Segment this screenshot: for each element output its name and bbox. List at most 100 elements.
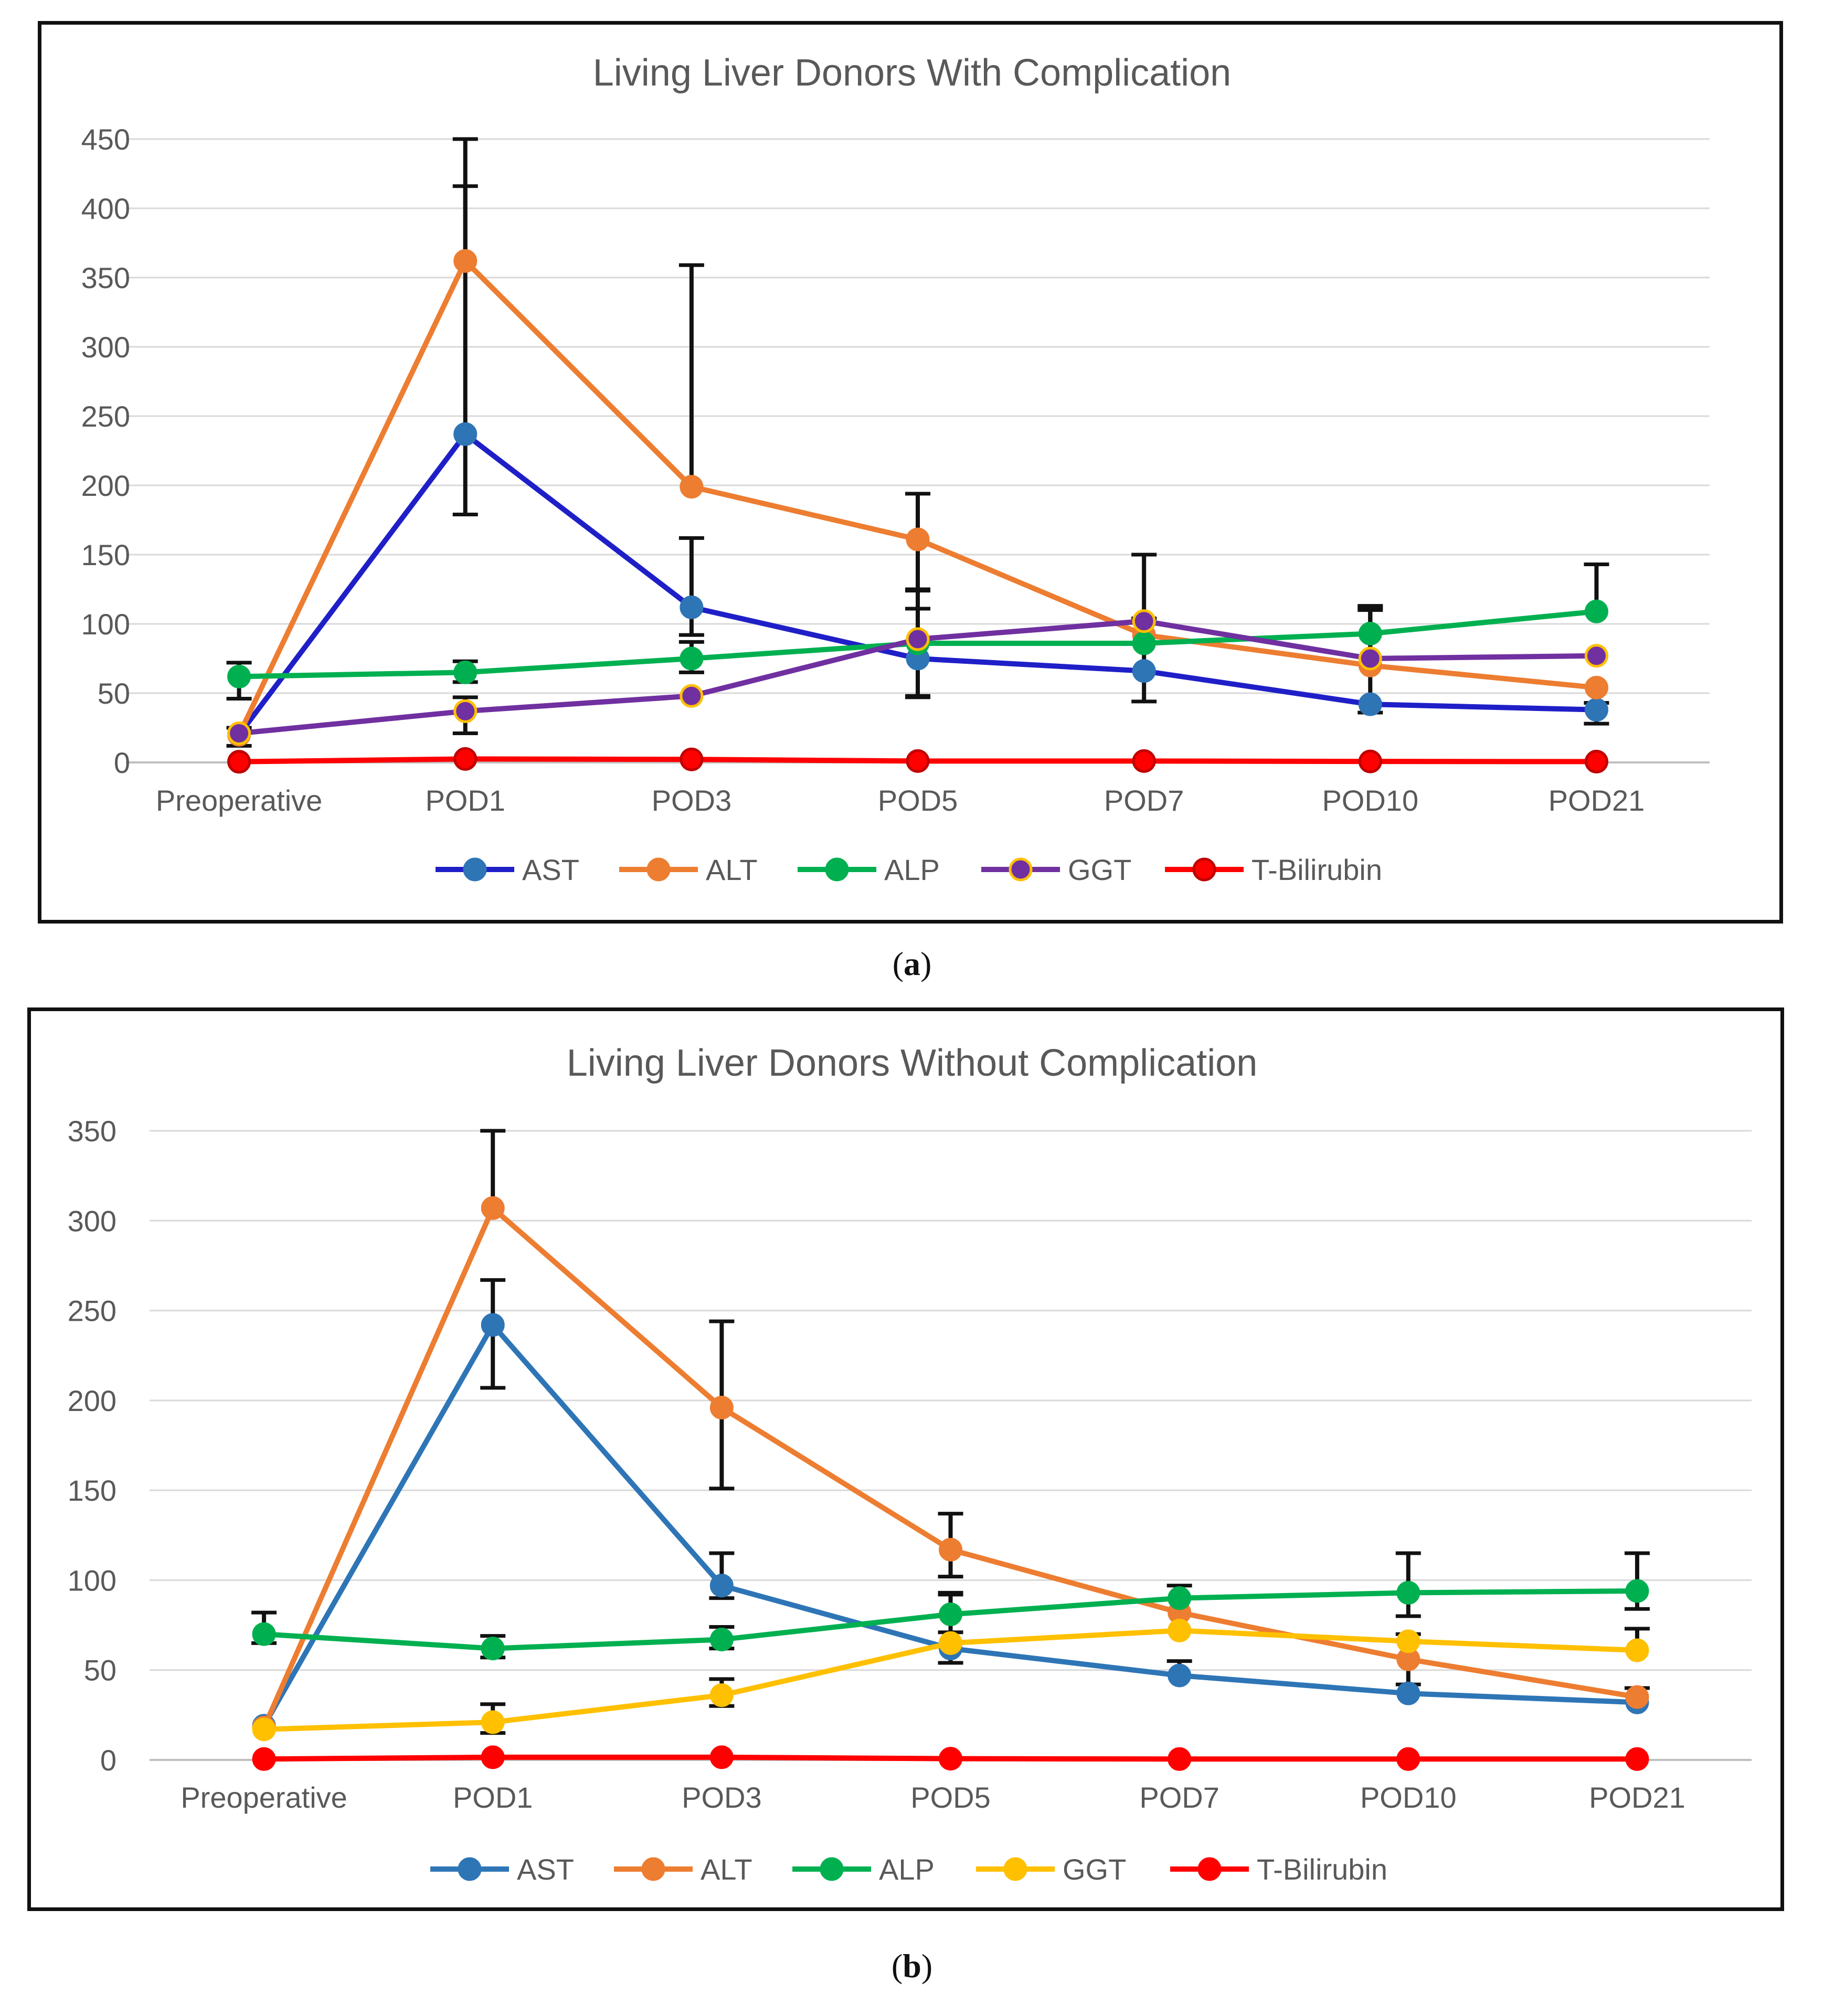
x-tick-label-a: POD1: [425, 784, 505, 817]
data-point-ast-a: [453, 422, 478, 446]
chart-title-b: Living Liver Donors Without Complication: [567, 1042, 1258, 1084]
y-tick-label-a: 50: [98, 677, 130, 710]
data-point-t-bilirubin-b: [1168, 1747, 1192, 1771]
data-point-t-bilirubin-a: [1584, 749, 1608, 773]
y-tick-label-a: 250: [81, 400, 130, 433]
y-tick-label-a: 350: [81, 261, 130, 294]
error-bars-alt-b: [480, 1129, 1650, 1697]
y-tick-label-a: 450: [81, 123, 130, 156]
data-point-t-bilirubin-b: [709, 1745, 734, 1769]
data-point-t-bilirubin-a: [227, 750, 251, 774]
x-tick-label-a: POD5: [878, 784, 958, 817]
data-point-t-bilirubin-b: [1625, 1747, 1649, 1771]
y-tick-label-a: 100: [81, 608, 130, 641]
x-tick-label-a: POD21: [1549, 784, 1645, 817]
y-tick-label-a: 0: [114, 746, 130, 779]
data-point-ggt-b: [252, 1717, 276, 1742]
data-point-ggt-a: [453, 699, 478, 723]
legend-swatch-marker-alp-b: [820, 1857, 844, 1881]
data-point-alp-b: [709, 1627, 734, 1651]
chart-b: Living Liver Donors Without Complication…: [68, 1042, 1752, 1886]
data-point-ast-b: [481, 1313, 505, 1337]
legend-swatch-marker-alt-b: [641, 1857, 665, 1881]
legend-label-alp-a: ALP: [884, 853, 940, 886]
y-tick-label-a: 200: [81, 469, 130, 502]
legend-swatch-marker-ggt-b: [1003, 1857, 1027, 1881]
legend-label-ggt-a: GGT: [1068, 853, 1131, 886]
data-point-alt-b: [1625, 1685, 1649, 1709]
y-tick-label-b: 100: [68, 1564, 116, 1597]
chart-a: Living Liver Donors With Complication 0 50…: [81, 52, 1710, 886]
y-tick-label-b: 350: [68, 1115, 116, 1148]
data-point-alt-a: [453, 249, 478, 273]
panel-label-b: (b): [891, 1947, 933, 1985]
x-tick-label-a: POD7: [1104, 784, 1184, 817]
legend-swatch-marker-ast-a: [463, 857, 487, 882]
data-point-ast-a: [1132, 659, 1156, 683]
y-tick-label-a: 400: [81, 192, 130, 225]
chart-title-a: Living Liver Donors With Complication: [593, 52, 1231, 94]
data-point-ggt-b: [481, 1710, 505, 1734]
legend-label-ast-b: AST: [517, 1853, 574, 1886]
panel-label-a: (a): [892, 945, 932, 982]
data-point-alt-a: [906, 527, 930, 551]
data-point-ggt-a: [1584, 644, 1608, 668]
y-tick-label-a: 150: [81, 538, 130, 571]
data-point-t-bilirubin-a: [453, 747, 478, 771]
data-point-alt-a: [680, 475, 704, 499]
data-point-ast-a: [680, 595, 704, 619]
legend-swatch-marker-t-bilirubin-b: [1197, 1857, 1222, 1881]
y-tick-label-b: 50: [84, 1654, 116, 1687]
data-point-alp-b: [1625, 1579, 1649, 1603]
legend-swatch-marker-ast-b: [458, 1857, 482, 1881]
data-point-alp-a: [1132, 631, 1156, 655]
data-point-alp-b: [1168, 1586, 1192, 1610]
legend-label-ast-a: AST: [522, 853, 579, 886]
data-point-t-bilirubin-b: [252, 1747, 276, 1771]
legend-label-ggt-b: GGT: [1063, 1853, 1126, 1886]
y-tick-label-b: 150: [68, 1474, 116, 1507]
data-point-alt-b: [709, 1396, 734, 1420]
data-point-alp-a: [1358, 621, 1382, 645]
data-point-alp-b: [939, 1603, 962, 1627]
data-point-ggt-b: [1168, 1618, 1192, 1642]
data-point-alt-b: [939, 1537, 962, 1562]
y-tick-label-a: 300: [81, 331, 130, 364]
data-point-t-bilirubin-b: [1396, 1747, 1420, 1771]
x-tick-label-b: POD1: [453, 1781, 533, 1814]
y-tick-label-b: 300: [68, 1204, 116, 1237]
data-point-ggt-a: [906, 627, 930, 651]
error-bars-alt-a: [452, 137, 1383, 666]
data-point-alp-a: [227, 664, 251, 688]
chart-panel-b: Living Liver Donors Without Complication…: [0, 986, 1824, 1911]
data-point-t-bilirubin-a: [1132, 749, 1156, 773]
x-tick-label-b: POD5: [910, 1781, 991, 1814]
x-tick-label-b: POD21: [1589, 1781, 1685, 1814]
legend-swatch-marker-ggt-a: [1009, 857, 1033, 882]
data-point-ggt-a: [680, 684, 704, 708]
data-point-ast-a: [1584, 698, 1608, 722]
data-point-alp-b: [252, 1622, 276, 1646]
data-point-ggt-b: [1625, 1638, 1649, 1662]
data-point-ast-b: [1168, 1663, 1192, 1688]
data-point-t-bilirubin-b: [481, 1745, 505, 1769]
y-tick-label-b: 250: [68, 1295, 116, 1328]
data-point-alp-a: [680, 646, 704, 671]
data-point-alp-a: [1584, 599, 1608, 623]
data-point-ggt-b: [709, 1683, 734, 1707]
data-point-t-bilirubin-a: [1358, 749, 1382, 773]
legend-swatch-marker-t-bilirubin-a: [1192, 857, 1216, 882]
legend-swatch-marker-alt-a: [646, 857, 671, 882]
legend-label-alt-a: ALT: [706, 853, 758, 886]
legend-label-t-bilirubin-a: T-Bilirubin: [1252, 853, 1382, 886]
data-point-ggt-b: [939, 1631, 962, 1655]
y-tick-label-b: 0: [100, 1744, 116, 1777]
x-tick-label-b: POD3: [682, 1781, 762, 1814]
x-tick-label-b: POD10: [1360, 1781, 1457, 1814]
data-point-ggt-a: [1132, 609, 1156, 633]
x-tick-label-a: Preoperative: [156, 784, 323, 817]
data-point-alp-b: [481, 1637, 505, 1661]
legend-label-alp-b: ALP: [879, 1853, 935, 1886]
data-point-t-bilirubin-a: [680, 747, 704, 771]
data-point-ast-a: [1358, 692, 1382, 716]
